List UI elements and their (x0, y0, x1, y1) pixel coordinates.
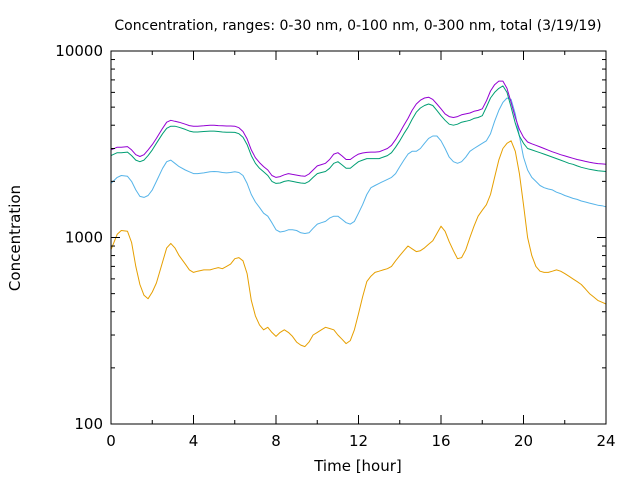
plot-frame (110, 50, 607, 425)
x-tick-label: 4 (189, 432, 199, 450)
series-line-1 (110, 97, 607, 234)
series-line-0 (110, 140, 607, 348)
x-axis-label: Time [hour] (313, 457, 402, 475)
y-axis-label: Concentration (6, 185, 24, 291)
y-tick-label: 10000 (55, 42, 103, 60)
x-axis-ticks: 0 4 8 12 16 20 24 (106, 51, 616, 450)
x-tick-label: 0 (106, 432, 116, 450)
x-tick-label: 12 (349, 432, 368, 450)
x-tick-label: 8 (271, 432, 281, 450)
series-line-3 (110, 80, 607, 178)
x-tick-label: 16 (431, 432, 450, 450)
x-tick-label: 24 (596, 432, 615, 450)
series-layer (110, 80, 607, 348)
x-tick-label: 20 (514, 432, 533, 450)
series-line-2 (110, 85, 607, 184)
y-tick-label: 100 (74, 415, 103, 433)
y-axis-ticks: 100 1000 10000 (55, 42, 606, 433)
y-tick-label: 1000 (65, 229, 103, 247)
chart-title: Concentration, ranges: 0-30 nm, 0-100 nm… (114, 18, 601, 34)
